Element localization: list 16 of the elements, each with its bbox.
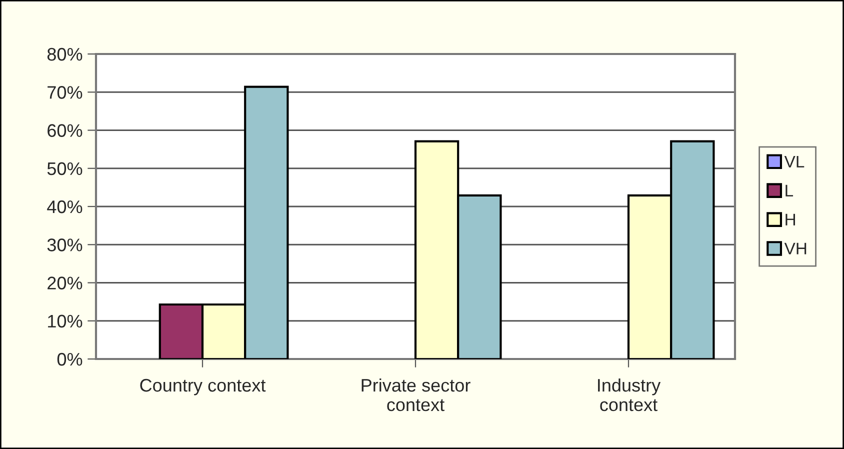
y-tick-label: 20%: [48, 276, 82, 290]
legend-label: L: [786, 184, 794, 196]
x-tick-label: Industry context: [598, 378, 661, 412]
y-tick-label: 40%: [47, 200, 82, 214]
legend-label: VL: [784, 156, 804, 168]
x-tick-label: Private sector context: [362, 378, 470, 412]
y-tick-label: 70%: [48, 86, 82, 99]
legend-label: VH: [784, 242, 806, 254]
y-tick-label: 60%: [48, 124, 82, 137]
y-tick-label: 50%: [47, 162, 82, 176]
y-tick-label: 10%: [48, 314, 82, 328]
y-tick-label: 30%: [47, 238, 82, 252]
x-tick-label: Country context: [140, 378, 266, 396]
y-tick-label: 0%: [57, 352, 82, 366]
legend-label: H: [786, 214, 795, 226]
y-tick-label: 80%: [47, 48, 82, 61]
